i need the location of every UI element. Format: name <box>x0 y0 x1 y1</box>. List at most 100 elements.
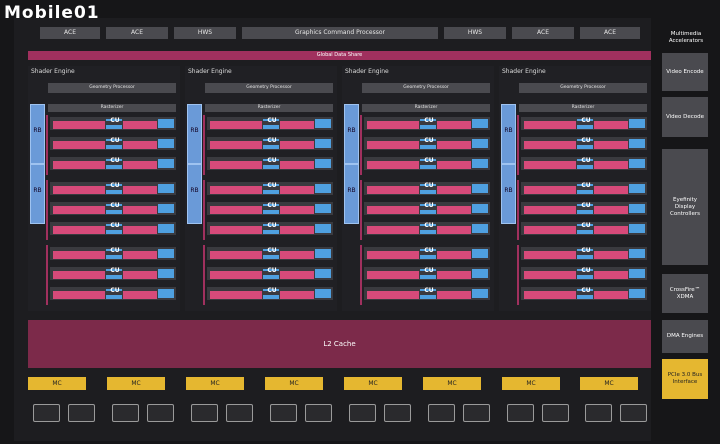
compute-unit: CU <box>50 157 176 170</box>
compute-unit: CU <box>50 117 176 130</box>
ace-block: ACE <box>512 27 574 39</box>
cu-label: CU <box>581 117 591 124</box>
cu-group-marker <box>46 245 48 305</box>
multimedia-accelerators-title: Multimedia Accelerators <box>668 31 704 44</box>
cu-label: CU <box>110 247 120 254</box>
crossfire-xdma: CrossFire™ XDMA <box>662 274 708 313</box>
compute-unit: CU <box>207 157 333 170</box>
rasterizer: Rasterizer <box>205 104 333 112</box>
cu-label: CU <box>424 182 434 189</box>
compute-unit: CU <box>364 222 490 235</box>
rb-label: RB <box>33 127 42 134</box>
cu-group-marker <box>360 180 362 240</box>
cu-group-marker <box>203 245 205 305</box>
compute-unit: CU <box>521 137 647 150</box>
cu-group-marker <box>360 245 362 305</box>
l2-cache: L2 Cache <box>28 320 651 368</box>
memory-chip <box>507 404 534 422</box>
cu-label: CU <box>110 267 120 274</box>
memory-chip <box>147 404 174 422</box>
dma-engines: DMA Engines <box>662 320 708 353</box>
compute-unit: CU <box>364 247 490 260</box>
cu-label: CU <box>110 137 120 144</box>
compute-unit: CU <box>207 137 333 150</box>
memory-controller: MC <box>502 377 560 390</box>
memory-controller: MC <box>265 377 323 390</box>
compute-unit: CU <box>50 247 176 260</box>
geometry-processor: Geometry Processor <box>48 83 176 93</box>
cu-label: CU <box>110 222 120 229</box>
compute-unit: CU <box>50 202 176 215</box>
hws-block: HWS <box>174 27 236 39</box>
rasterizer: Rasterizer <box>362 104 490 112</box>
rb-label: RB <box>33 187 42 194</box>
cu-group-marker <box>517 245 519 305</box>
memory-chip <box>191 404 218 422</box>
cu-label: CU <box>581 222 591 229</box>
compute-unit: CU <box>207 247 333 260</box>
cu-label: CU <box>267 137 277 144</box>
shader-engine: Shader Engine Geometry Processor Rasterize… <box>28 66 180 311</box>
memory-chip <box>270 404 297 422</box>
cu-label: CU <box>581 202 591 209</box>
cu-label: CU <box>267 202 277 209</box>
memory-chip <box>33 404 60 422</box>
cu-label: CU <box>424 202 434 209</box>
render-backend: RB <box>187 104 202 164</box>
ace-block: ACE <box>580 27 640 39</box>
compute-unit: CU <box>50 182 176 195</box>
cu-group-marker <box>203 115 205 175</box>
compute-unit: CU <box>521 157 647 170</box>
compute-unit: CU <box>207 267 333 280</box>
cu-label: CU <box>424 157 434 164</box>
cu-label: CU <box>267 267 277 274</box>
cu-label: CU <box>267 222 277 229</box>
cu-label: CU <box>581 137 591 144</box>
render-backend: RB <box>501 104 516 164</box>
memory-chip <box>542 404 569 422</box>
compute-unit: CU <box>207 117 333 130</box>
cu-group-marker <box>517 115 519 175</box>
memory-chip <box>463 404 490 422</box>
memory-chip <box>428 404 455 422</box>
rb-label: RB <box>504 127 513 134</box>
memory-chip <box>384 404 411 422</box>
render-backend: RB <box>344 164 359 224</box>
cu-label: CU <box>581 267 591 274</box>
memory-controller: MC <box>423 377 481 390</box>
compute-unit: CU <box>364 267 490 280</box>
memory-chip <box>112 404 139 422</box>
rb-label: RB <box>190 187 199 194</box>
rasterizer: Rasterizer <box>48 104 176 112</box>
cu-label: CU <box>424 137 434 144</box>
compute-unit: CU <box>521 202 647 215</box>
memory-chip <box>226 404 253 422</box>
memory-chip <box>620 404 647 422</box>
cu-group-marker <box>360 115 362 175</box>
cu-label: CU <box>267 287 277 294</box>
cu-label: CU <box>424 287 434 294</box>
memory-chip <box>585 404 612 422</box>
render-backend: RB <box>344 104 359 164</box>
compute-unit: CU <box>364 287 490 300</box>
compute-unit: CU <box>364 182 490 195</box>
shader-engine: Shader Engine Geometry Processor Rasterize… <box>342 66 494 311</box>
cu-label: CU <box>267 157 277 164</box>
compute-unit: CU <box>364 157 490 170</box>
cu-label: CU <box>110 117 120 124</box>
memory-chip <box>68 404 95 422</box>
cu-label: CU <box>581 157 591 164</box>
rb-label: RB <box>347 187 356 194</box>
compute-unit: CU <box>521 247 647 260</box>
rb-label: RB <box>190 127 199 134</box>
video-encode: Video Encode <box>662 53 708 91</box>
memory-controller: MC <box>344 377 402 390</box>
cu-label: CU <box>267 247 277 254</box>
shader-engine-title: Shader Engine <box>188 68 232 75</box>
shader-engine-title: Shader Engine <box>502 68 546 75</box>
cu-group-marker <box>46 180 48 240</box>
render-backend: RB <box>187 164 202 224</box>
ace-block: ACE <box>40 27 100 39</box>
memory-controller: MC <box>186 377 244 390</box>
geometry-processor: Geometry Processor <box>519 83 647 93</box>
